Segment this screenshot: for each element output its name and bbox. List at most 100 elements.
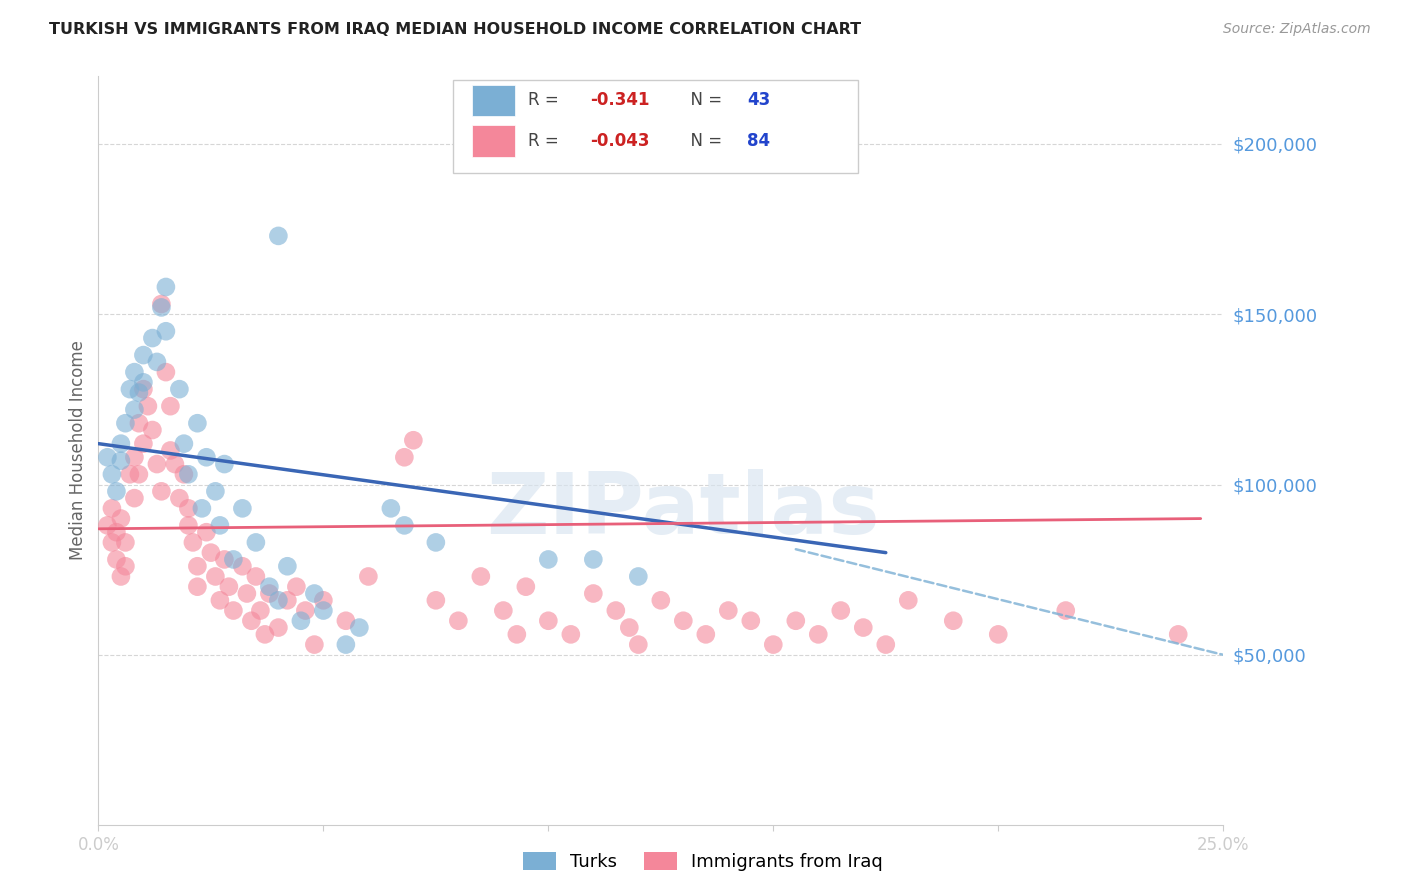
Point <box>515 580 537 594</box>
Point <box>204 569 226 583</box>
Point <box>163 457 186 471</box>
Point <box>101 501 124 516</box>
Text: -0.043: -0.043 <box>591 132 650 150</box>
Point <box>987 627 1010 641</box>
Point <box>897 593 920 607</box>
Text: 43: 43 <box>748 91 770 110</box>
Point <box>537 614 560 628</box>
Point <box>132 376 155 390</box>
Point <box>240 614 263 628</box>
Point <box>110 511 132 525</box>
Point <box>245 569 267 583</box>
Point <box>259 580 281 594</box>
Point <box>128 385 150 400</box>
Point <box>110 453 132 467</box>
Point <box>159 399 181 413</box>
Point <box>128 467 150 482</box>
Point <box>394 450 416 465</box>
Point <box>236 586 259 600</box>
Point <box>231 501 253 516</box>
Point <box>146 457 169 471</box>
Point <box>357 569 380 583</box>
Point <box>186 580 208 594</box>
Point <box>1167 627 1189 641</box>
Point <box>124 491 146 505</box>
Point <box>101 467 124 482</box>
FancyBboxPatch shape <box>453 79 858 173</box>
Point <box>380 501 402 516</box>
Point <box>173 436 195 450</box>
Point <box>267 228 290 243</box>
Point <box>875 638 897 652</box>
Point <box>470 569 492 583</box>
Point <box>150 484 173 499</box>
Point <box>101 535 124 549</box>
Text: ZIPatlas: ZIPatlas <box>486 469 880 552</box>
Point <box>425 593 447 607</box>
Point <box>114 535 136 549</box>
Point <box>128 416 150 430</box>
Point <box>110 436 132 450</box>
Point <box>259 586 281 600</box>
Point <box>155 324 177 338</box>
Point <box>1054 603 1077 617</box>
Point <box>276 559 298 574</box>
Text: R =: R = <box>529 91 564 110</box>
Point <box>208 518 231 533</box>
Point <box>177 501 200 516</box>
Point <box>582 586 605 600</box>
Point <box>110 569 132 583</box>
Point <box>695 627 717 641</box>
Point <box>132 382 155 396</box>
Point <box>312 603 335 617</box>
Point <box>214 552 236 566</box>
Point <box>146 355 169 369</box>
Point <box>807 627 830 641</box>
Point <box>191 501 214 516</box>
Point <box>294 603 316 617</box>
Point <box>605 603 627 617</box>
Point <box>169 491 191 505</box>
FancyBboxPatch shape <box>472 85 515 116</box>
Point <box>195 525 218 540</box>
Point <box>124 365 146 379</box>
Point <box>124 402 146 417</box>
Point <box>105 552 128 566</box>
Point <box>155 280 177 294</box>
Point <box>717 603 740 617</box>
Point <box>159 443 181 458</box>
Point <box>105 525 128 540</box>
Point <box>118 467 141 482</box>
Point <box>447 614 470 628</box>
Point <box>186 416 208 430</box>
Point <box>492 603 515 617</box>
Point <box>349 621 371 635</box>
Point <box>114 416 136 430</box>
Point <box>394 518 416 533</box>
Point <box>619 621 641 635</box>
Point <box>204 484 226 499</box>
Point <box>627 638 650 652</box>
Text: N =: N = <box>681 91 727 110</box>
Point <box>304 638 326 652</box>
Point <box>785 614 807 628</box>
Point <box>650 593 672 607</box>
Y-axis label: Median Household Income: Median Household Income <box>69 341 87 560</box>
Point <box>177 467 200 482</box>
Point <box>285 580 308 594</box>
Text: N =: N = <box>681 132 727 150</box>
Point <box>672 614 695 628</box>
Point <box>267 621 290 635</box>
Point <box>852 621 875 635</box>
Point <box>155 365 177 379</box>
Point <box>124 450 146 465</box>
Point <box>402 434 425 448</box>
Point <box>177 518 200 533</box>
Point <box>150 297 173 311</box>
Point <box>169 382 191 396</box>
Point <box>627 569 650 583</box>
Point <box>762 638 785 652</box>
Point <box>105 484 128 499</box>
Point <box>222 603 245 617</box>
Point <box>222 552 245 566</box>
